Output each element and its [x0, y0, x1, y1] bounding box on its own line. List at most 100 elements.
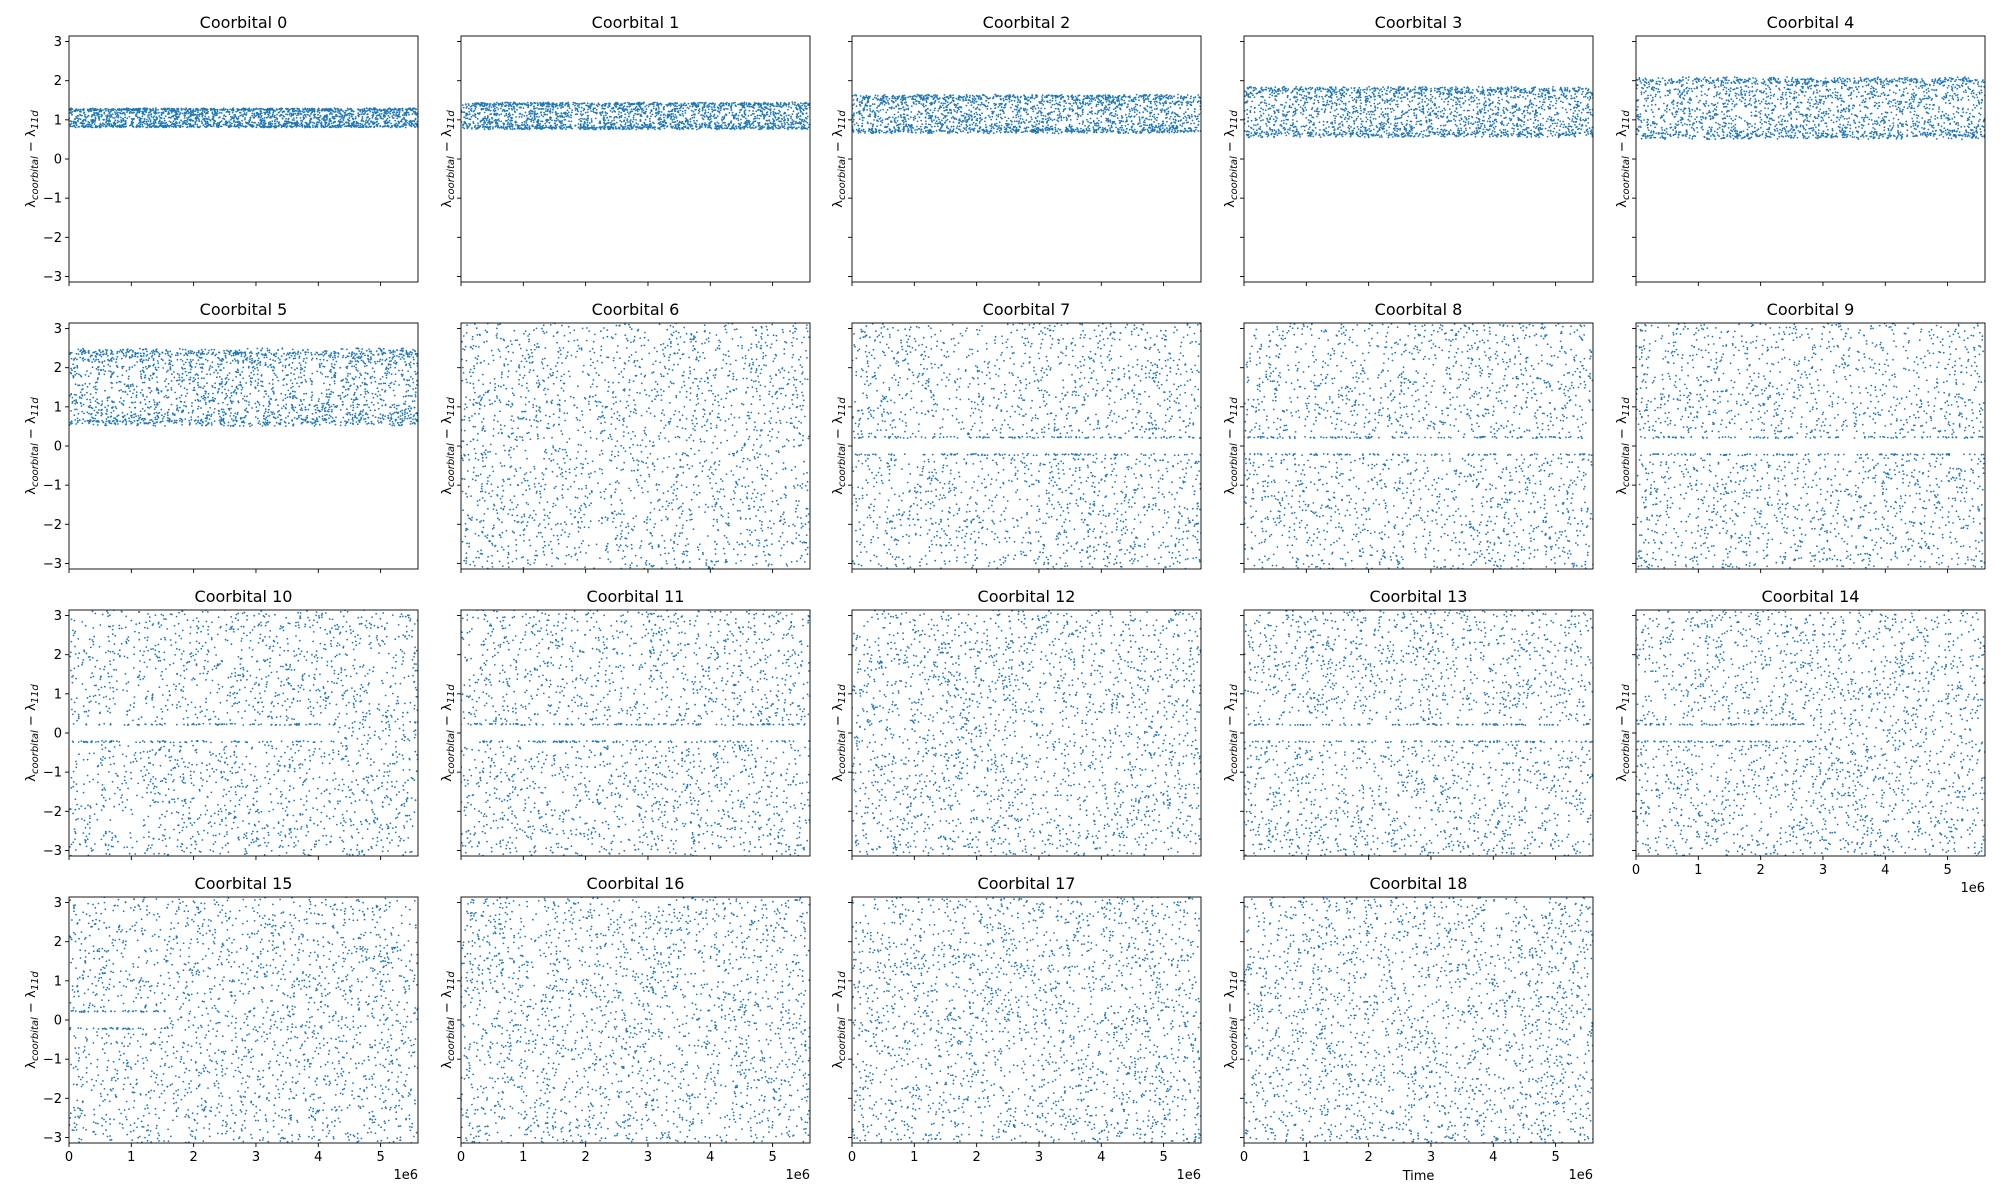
data-point: [492, 126, 494, 128]
data-point: [100, 113, 103, 116]
data-point: [660, 123, 663, 125]
data-point: [496, 122, 499, 125]
data-point: [347, 121, 350, 123]
data-point: [1027, 126, 1030, 129]
data-point: [385, 110, 388, 113]
data-point: [1168, 131, 1171, 134]
data-point: [503, 110, 506, 113]
data-point: [496, 124, 499, 127]
data-point: [774, 124, 777, 127]
data-point: [508, 104, 510, 107]
data-point: [93, 123, 96, 125]
data-point: [268, 125, 271, 128]
data-point: [658, 103, 660, 106]
data-point: [105, 120, 108, 123]
data-point: [73, 109, 76, 112]
data-point: [748, 120, 751, 123]
data-point: [649, 123, 652, 125]
data-point: [930, 117, 932, 120]
data-point: [602, 117, 605, 120]
data-point: [330, 126, 333, 129]
data-point: [234, 115, 237, 118]
data-point: [202, 124, 205, 126]
data-point: [745, 103, 748, 106]
data-point: [383, 125, 385, 128]
data-point: [769, 105, 772, 108]
data-point: [309, 108, 311, 110]
data-point: [187, 110, 190, 113]
data-point: [515, 124, 517, 126]
data-point: [299, 125, 301, 128]
data-point: [116, 119, 119, 122]
data-point: [654, 128, 656, 131]
data-point: [186, 109, 189, 112]
data-point: [773, 105, 775, 108]
data-point: [883, 104, 886, 106]
data-point: [291, 121, 294, 124]
data-point: [638, 126, 641, 128]
data-point: [143, 108, 146, 111]
data-point: [191, 124, 193, 127]
data-point: [276, 120, 279, 123]
data-point: [196, 108, 199, 110]
data-point: [906, 104, 909, 107]
data-point: [229, 118, 232, 121]
data-point: [758, 121, 761, 124]
data-point: [484, 107, 487, 110]
data-point: [497, 108, 500, 111]
data-point: [716, 121, 719, 124]
data-point: [406, 122, 408, 124]
data-point: [153, 125, 156, 128]
data-point: [375, 115, 378, 117]
data-point: [1185, 119, 1188, 122]
data-point: [173, 110, 175, 112]
data-point: [518, 106, 521, 109]
data-point: [734, 104, 737, 107]
data-point: [391, 115, 394, 117]
data-point: [562, 106, 564, 108]
data-point: [787, 123, 790, 126]
data-point: [163, 117, 166, 120]
data-point: [613, 123, 616, 126]
data-point: [602, 103, 604, 106]
data-point: [102, 119, 105, 121]
data-point: [236, 124, 239, 127]
data-point: [350, 122, 353, 125]
data-point: [753, 107, 755, 109]
data-point: [713, 115, 715, 117]
data-point: [776, 105, 779, 108]
data-point: [75, 124, 78, 127]
data-point: [384, 125, 387, 127]
data-point: [371, 116, 374, 119]
data-point: [120, 110, 123, 112]
data-point: [628, 113, 630, 115]
data-point: [1149, 131, 1152, 134]
data-point: [547, 102, 549, 105]
data-point: [106, 114, 109, 116]
data-point: [94, 117, 97, 120]
data-point: [697, 102, 699, 104]
data-point: [658, 110, 661, 113]
data-point: [672, 115, 675, 117]
data-point: [607, 127, 609, 130]
data-point: [718, 128, 721, 130]
data-point: [164, 108, 167, 111]
data-point: [965, 129, 968, 132]
data-point: [667, 115, 670, 118]
data-point: [370, 120, 373, 123]
data-point: [623, 119, 626, 122]
data-point: [773, 114, 775, 117]
data-point: [762, 103, 765, 106]
data-point: [548, 110, 551, 113]
data-point: [346, 122, 348, 124]
data-point: [574, 107, 577, 110]
data-point: [141, 121, 143, 124]
data-point: [1095, 124, 1098, 127]
axes-frame: [68, 35, 419, 283]
data-point: [800, 107, 803, 110]
data-point: [320, 124, 323, 127]
data-point: [244, 118, 246, 121]
data-point: [379, 125, 382, 128]
data-point: [752, 124, 755, 127]
